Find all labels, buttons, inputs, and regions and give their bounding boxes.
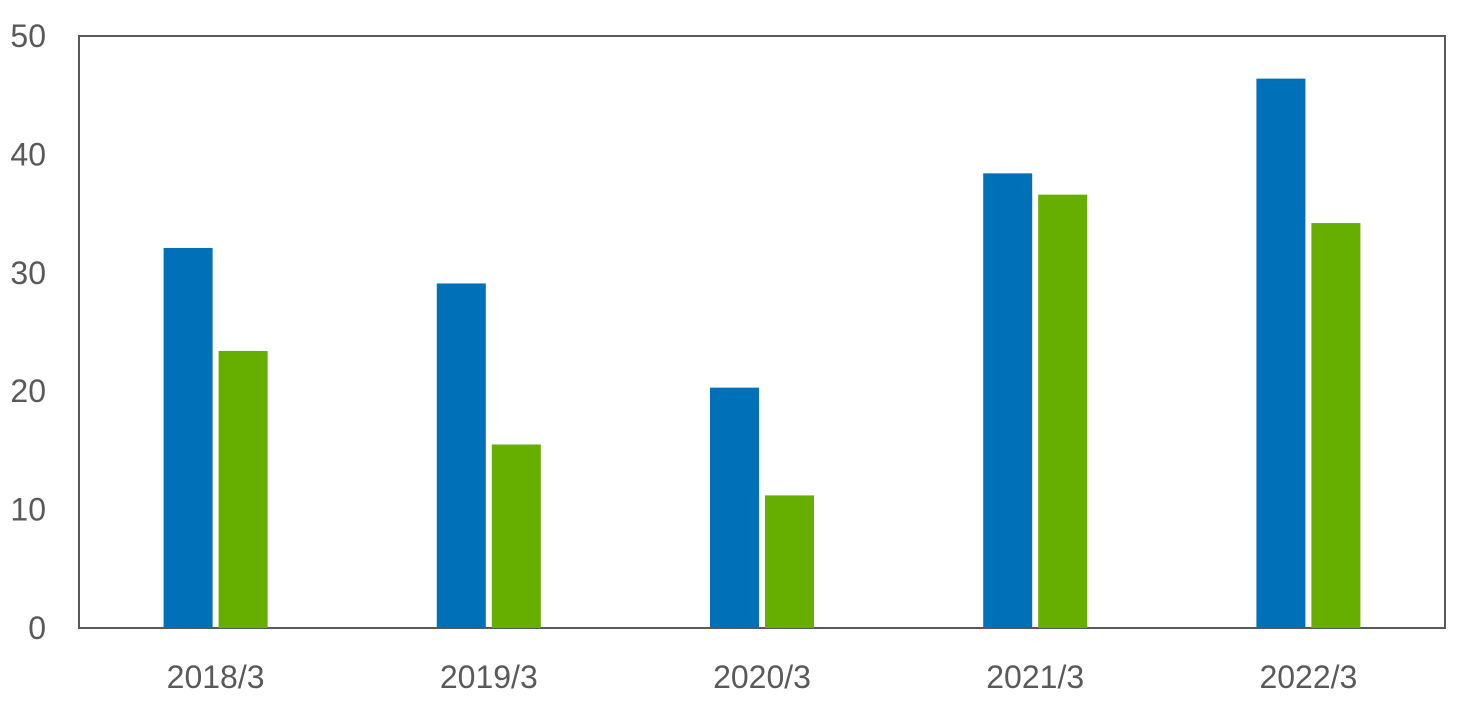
x-tick-label: 2021/3 (986, 659, 1084, 695)
x-tick-label: 2018/3 (167, 659, 265, 695)
bar-series-1-2022/3 (1256, 78, 1306, 628)
bar-series-2-2021/3 (1038, 194, 1088, 628)
bar-series-2-2019/3 (491, 444, 541, 628)
y-tick-label: 10 (10, 492, 46, 528)
plot-frame (78, 35, 1446, 629)
y-tick-label: 50 (10, 18, 46, 54)
x-tick-label: 2022/3 (1259, 659, 1357, 695)
bar-series-1-2019/3 (436, 283, 486, 628)
y-tick-label: 20 (10, 373, 46, 409)
x-tick-label: 2020/3 (713, 659, 811, 695)
bar-series-2-2020/3 (765, 495, 814, 628)
bar-series-1-2020/3 (710, 387, 759, 628)
y-tick-label: 0 (28, 610, 46, 646)
bar-series-2-2018/3 (218, 350, 268, 628)
x-axis-tick-labels: 2018/3 2019/3 2020/3 2021/3 2022/3 (167, 659, 1358, 695)
y-axis-tick-labels: 0 10 20 30 40 50 (10, 18, 46, 646)
bar-series (163, 78, 1361, 628)
bar-series-1-2021/3 (983, 173, 1033, 628)
bar-series-1-2018/3 (163, 247, 213, 628)
y-tick-label: 40 (10, 136, 46, 172)
x-tick-label: 2019/3 (440, 659, 538, 695)
y-tick-label: 30 (10, 255, 46, 291)
bar-series-2-2022/3 (1311, 223, 1361, 628)
